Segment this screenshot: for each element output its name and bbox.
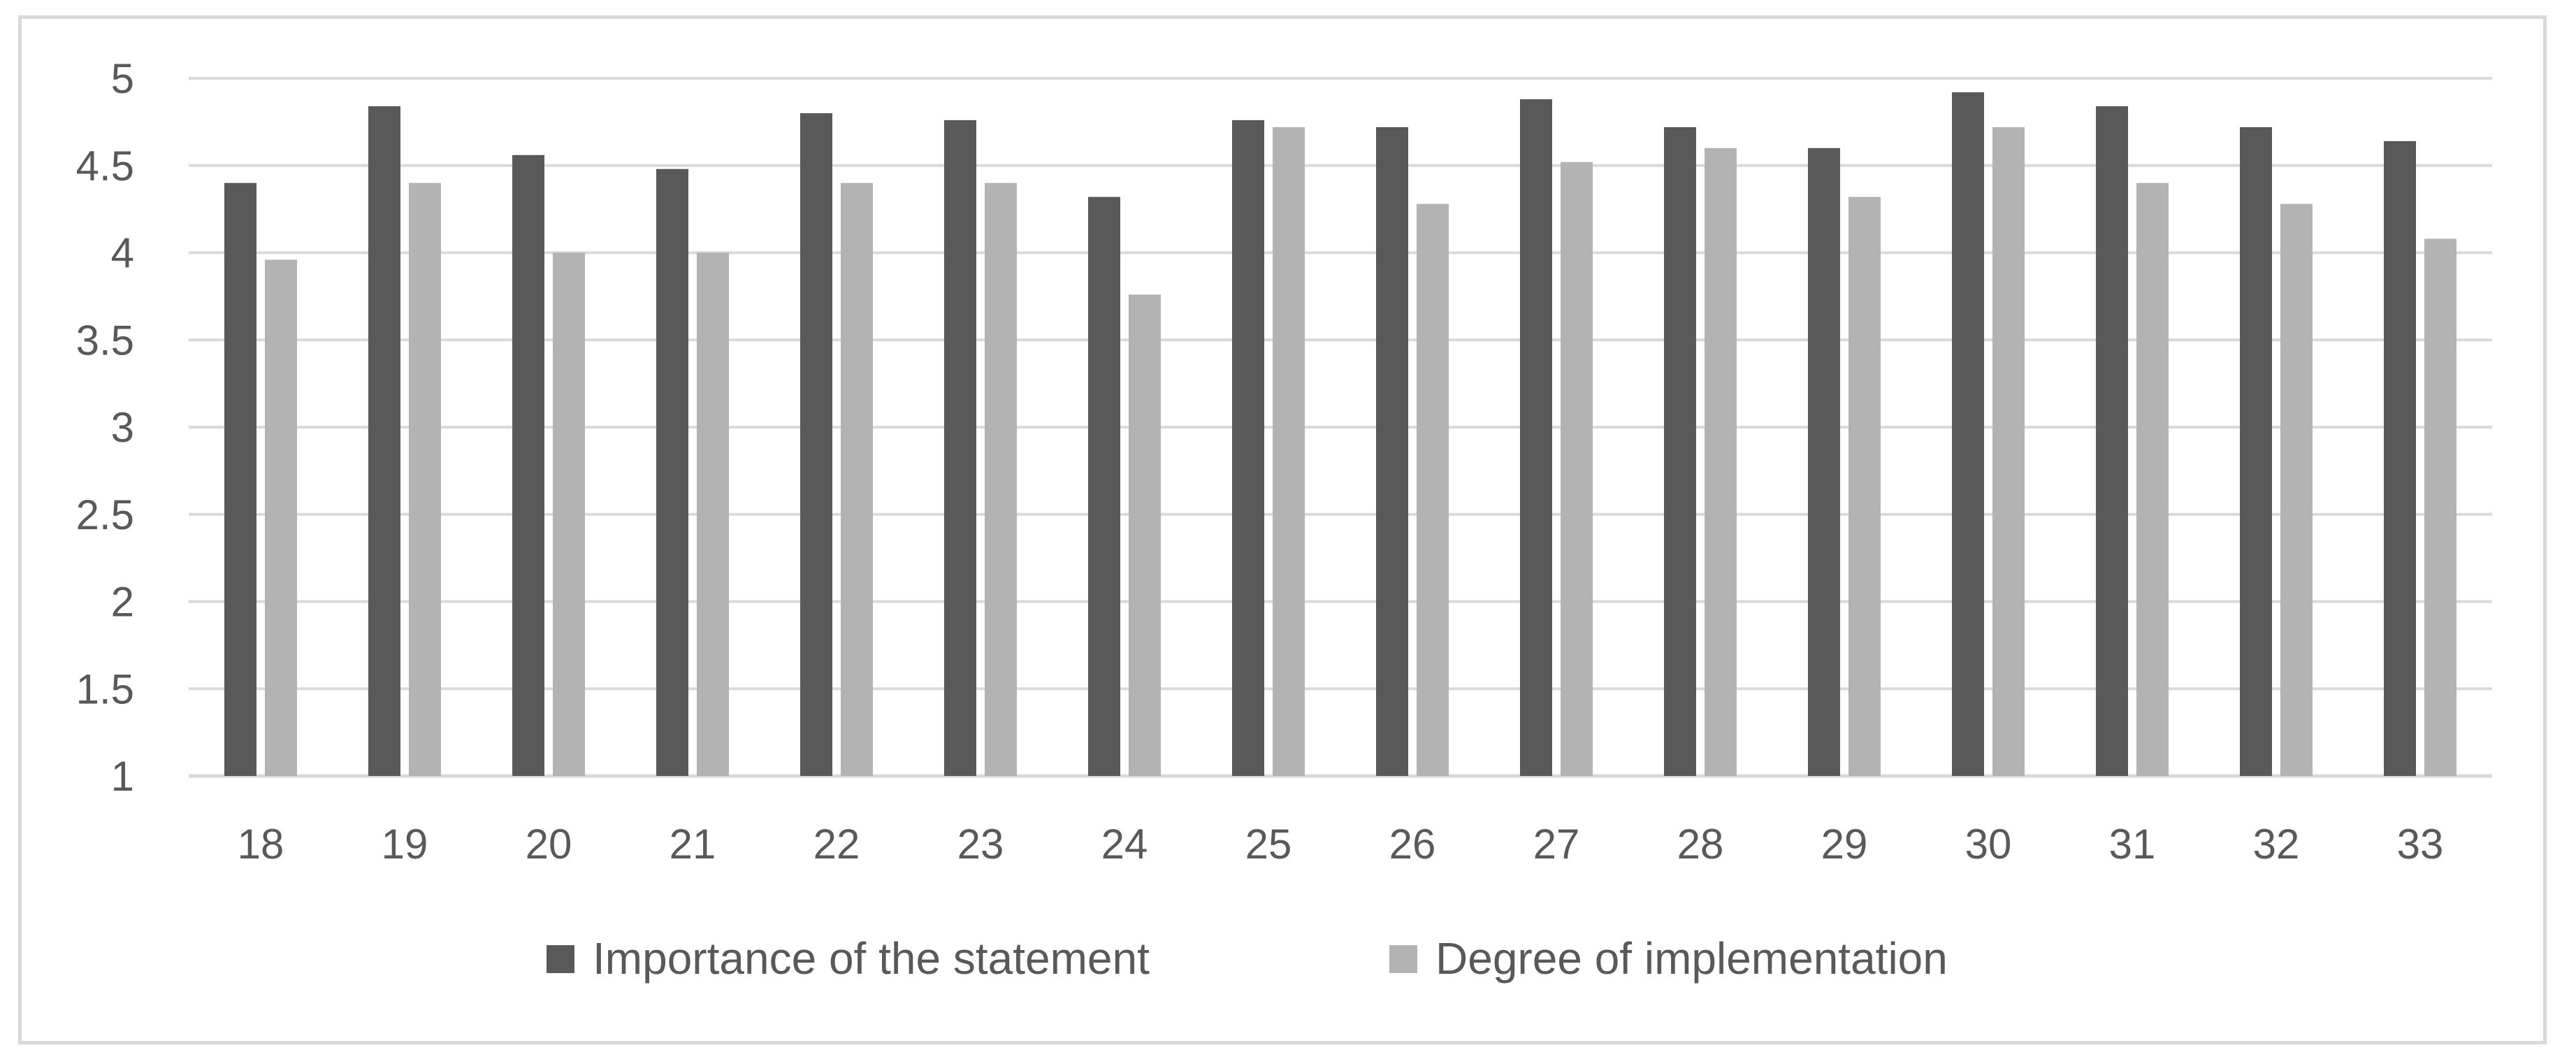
legend-swatch-implementation — [1389, 945, 1417, 973]
x-tick-label: 28 — [1677, 821, 1724, 868]
bar-importance — [2240, 127, 2272, 777]
x-tick-label: 18 — [238, 821, 284, 868]
bar-importance — [1664, 127, 1696, 777]
bar-importance — [1232, 120, 1264, 776]
x-tick-label: 21 — [670, 821, 716, 868]
legend: Importance of the statement Degree of im… — [547, 933, 1948, 984]
x-tick-label: 30 — [1965, 821, 2012, 868]
y-tick-label: 2 — [111, 579, 134, 626]
legend-label-implementation: Degree of implementation — [1435, 933, 1948, 984]
y-tick-label: 3 — [111, 404, 134, 451]
x-tick-label: 24 — [1101, 821, 1148, 868]
bar-implementation — [409, 182, 441, 776]
x-tick-label: 26 — [1389, 821, 1436, 868]
bar-implementation — [1129, 294, 1161, 776]
bar-implementation — [1848, 196, 1881, 776]
bar-implementation — [265, 259, 297, 777]
bar-importance — [368, 106, 400, 777]
bar-importance — [1088, 196, 1120, 776]
y-tick-label: 2.5 — [76, 491, 134, 538]
x-tick-label: 32 — [2253, 821, 2300, 868]
bar-implementation — [985, 182, 1017, 776]
legend-swatch-importance — [547, 945, 574, 973]
y-tick-label: 5 — [111, 55, 134, 102]
y-tick-label: 4 — [111, 230, 134, 277]
x-tick-label: 29 — [1821, 821, 1868, 868]
bar-importance — [224, 182, 256, 776]
bar-importance — [1376, 127, 1408, 777]
y-tick-label: 1 — [111, 753, 134, 800]
y-tick-label: 4.5 — [76, 143, 134, 189]
y-axis-ticks: 1 1.5 2 2.5 3 3.5 4 4.5 5 — [76, 55, 134, 800]
bar-implementation — [553, 252, 585, 776]
x-tick-label: 25 — [1245, 821, 1292, 868]
y-tick-label: 3.5 — [76, 317, 134, 364]
bar-importance — [2384, 141, 2416, 776]
bar-implementation — [1417, 203, 1449, 776]
bar-implementation — [1992, 127, 2025, 777]
bar-importance — [800, 113, 832, 776]
bar-implementation — [697, 252, 729, 776]
bar-importance — [1520, 99, 1552, 776]
x-tick-label: 20 — [526, 821, 572, 868]
bar-implementation — [2280, 203, 2313, 776]
x-tick-label: 22 — [813, 821, 860, 868]
x-tick-label: 31 — [2109, 821, 2156, 868]
bar-implementation — [1561, 161, 1593, 776]
legend-label-importance: Importance of the statement — [593, 933, 1150, 984]
x-axis-ticks: 18 19 20 21 22 23 24 25 26 27 28 29 30 31 32 33 — [238, 821, 2444, 868]
bar-implementation — [2424, 238, 2456, 776]
x-tick-label: 23 — [957, 821, 1004, 868]
x-tick-label: 19 — [382, 821, 428, 868]
bar-importance — [944, 120, 976, 776]
bar-importance — [1808, 148, 1840, 777]
bar-importance — [512, 154, 544, 776]
x-tick-label: 27 — [1533, 821, 1580, 868]
bars — [224, 92, 2456, 777]
bar-importance — [656, 168, 688, 777]
bar-implementation — [1273, 127, 1305, 777]
bar-implementation — [2136, 182, 2169, 776]
y-tick-label: 1.5 — [76, 666, 134, 712]
bar-implementation — [841, 182, 873, 776]
bar-importance — [1952, 92, 1984, 776]
bar-implementation — [1705, 148, 1737, 777]
bar-importance — [2096, 106, 2128, 777]
x-tick-label: 33 — [2397, 821, 2444, 868]
